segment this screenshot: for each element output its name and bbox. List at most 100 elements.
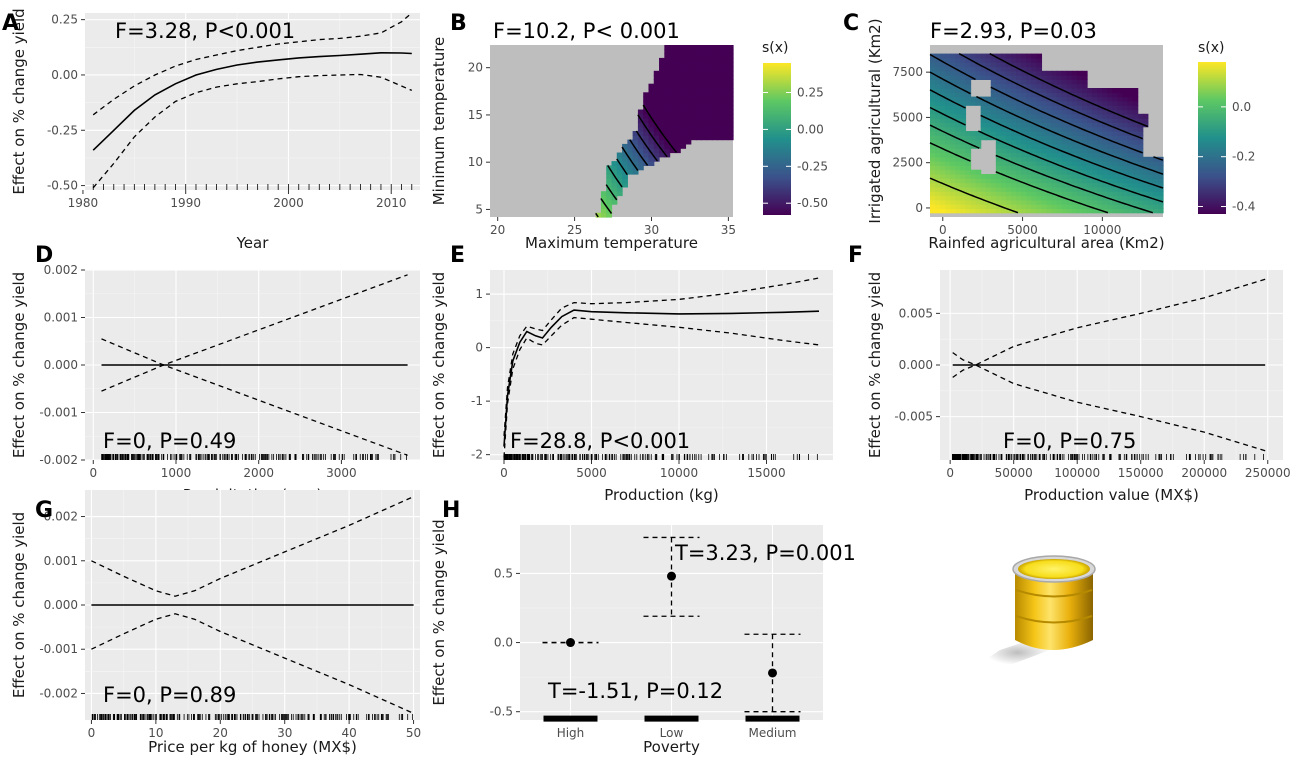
surface-cell: [600, 191, 607, 197]
x-tick-label: 0: [88, 726, 96, 740]
surface-cell: [1056, 122, 1063, 128]
surface-cell: [1092, 92, 1098, 98]
surface-cell: [930, 135, 936, 141]
surface-cell: [1092, 109, 1098, 115]
surface-cell: [960, 122, 967, 128]
surface-cell: [717, 109, 724, 115]
surface-cell: [1021, 182, 1027, 188]
surface-cell: [717, 75, 724, 80]
surface-cell: [632, 148, 639, 154]
surface-cell: [940, 204, 946, 209]
surface-cell: [1000, 92, 1007, 98]
surface-cell: [950, 122, 956, 128]
surface-cell: [1071, 165, 1078, 171]
estimate-point: [768, 668, 777, 678]
surface-cell: [1056, 135, 1063, 141]
surface-cell: [1097, 199, 1103, 205]
surface-cell: [1097, 152, 1103, 158]
surface-cell: [664, 109, 671, 115]
surface-cell: [648, 161, 655, 166]
surface-cell: [674, 105, 681, 111]
x-axis-label: Rainfed agricultural area (Km2): [928, 234, 1164, 252]
surface-cell: [622, 174, 628, 179]
surface-cell: [674, 118, 681, 123]
surface-cell: [960, 96, 967, 102]
x-axis-label: Production (kg): [604, 486, 719, 504]
surface-cell: [1036, 135, 1043, 141]
surface-cell: [632, 152, 639, 158]
surface-cell: [727, 62, 734, 68]
contour-line: [600, 198, 613, 214]
surface-cell: [1005, 152, 1012, 158]
surface-cell: [970, 57, 977, 63]
surface-cell: [1031, 92, 1037, 98]
surface-cell: [1000, 165, 1007, 171]
surface-cell: [930, 199, 936, 205]
surface-cell: [1076, 113, 1083, 119]
surface-cell: [1000, 96, 1007, 102]
surface-cell: [1132, 143, 1139, 149]
surface-cell: [960, 100, 967, 106]
surface-cell: [659, 70, 665, 76]
contour-line: [642, 104, 678, 153]
surface-cell: [659, 152, 665, 158]
surface-cell: [1107, 174, 1113, 179]
surface-cell: [1122, 109, 1129, 115]
surface-cell: [669, 100, 676, 106]
surface-cell: [1087, 161, 1093, 166]
surface-cell: [722, 109, 729, 115]
surface-cell: [935, 169, 941, 175]
surface-cell: [616, 169, 623, 175]
surface-cell: [970, 96, 977, 102]
surface-cell: [1066, 199, 1073, 205]
test-statistic: F=3.28, P<0.001: [115, 19, 295, 43]
rug: [92, 184, 413, 190]
surface-cell: [1152, 195, 1159, 201]
surface-cell: [940, 191, 946, 197]
surface-cell: [727, 83, 734, 89]
surface-cell: [637, 156, 644, 162]
surface-cell: [935, 135, 941, 141]
surface-cell: [1000, 83, 1007, 89]
surface-cell: [664, 88, 671, 93]
surface-cell: [701, 135, 708, 141]
surface-cell: [940, 57, 946, 63]
surface-cell: [1097, 182, 1103, 188]
surface-cell: [674, 139, 681, 145]
surface-cell: [1036, 118, 1043, 123]
surface-cell: [1051, 122, 1058, 128]
surface-cell: [717, 88, 724, 93]
surface-cell: [1005, 100, 1012, 106]
y-axis-label: Effect on % change yield: [866, 272, 884, 458]
surface-cell: [995, 143, 1002, 149]
surface-cell: [1117, 118, 1124, 123]
surface-cell: [727, 122, 734, 128]
surface-cell: [722, 96, 729, 102]
surface-cell: [1132, 156, 1139, 162]
surface-cell: [711, 53, 718, 59]
surface-cell: [975, 143, 982, 149]
surface-cell: [653, 83, 660, 89]
surface-cell: [1011, 113, 1017, 119]
surface-cell: [1076, 156, 1083, 162]
confidence-band-lower: [92, 73, 413, 189]
surface-cell: [1036, 169, 1043, 175]
surface-cell: [1051, 92, 1058, 98]
surface-cell: [1122, 204, 1129, 209]
surface-cell: [1046, 131, 1053, 136]
surface-cell: [1122, 156, 1129, 162]
surface-cell: [1092, 96, 1098, 102]
surface-cell: [965, 199, 972, 205]
surface-cell: [1071, 88, 1078, 93]
panel-label: F: [848, 243, 863, 268]
surface-cell: [1005, 79, 1012, 85]
surface-cell: [1076, 83, 1083, 89]
surface-cell: [1056, 126, 1063, 132]
surface-cell: [1071, 113, 1078, 119]
surface-cell: [711, 118, 718, 123]
surface-cell: [664, 57, 671, 63]
surface-cell: [1117, 88, 1124, 93]
surface-cell: [945, 208, 951, 214]
surface-cell: [930, 139, 936, 145]
surface-cell: [611, 169, 618, 175]
